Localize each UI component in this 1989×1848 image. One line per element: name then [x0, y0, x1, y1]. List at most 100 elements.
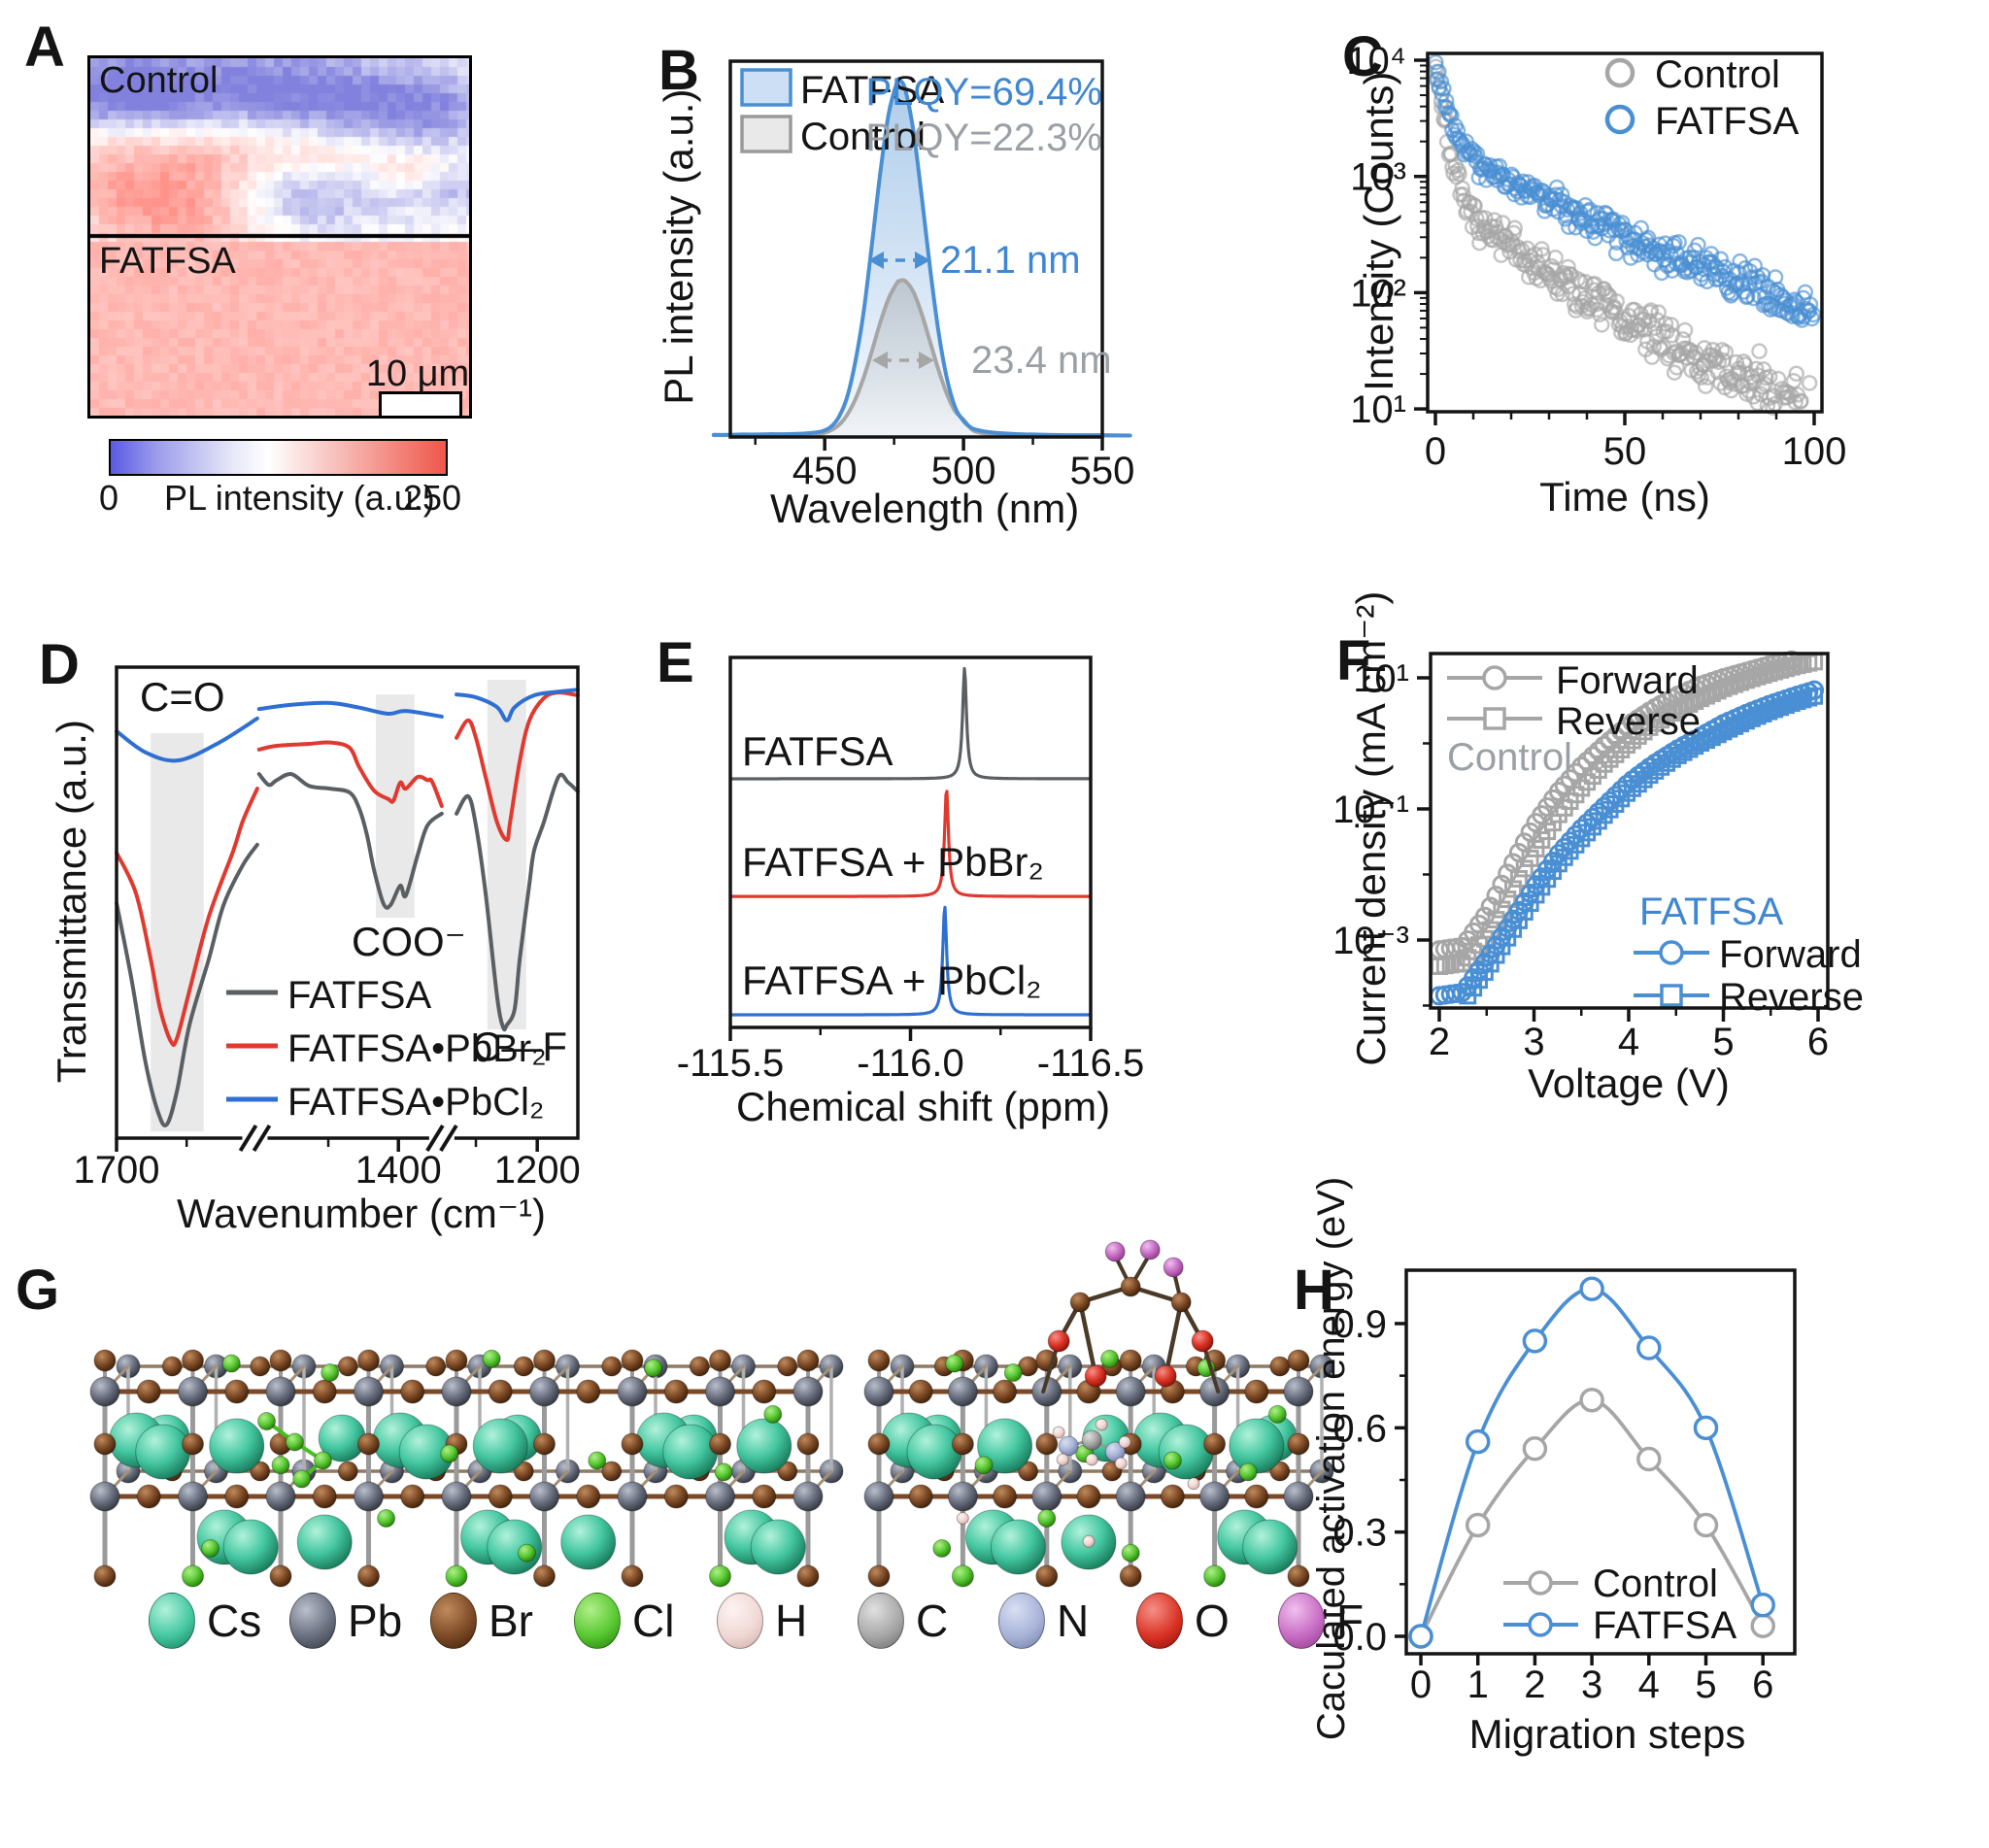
d-x-axis-title: Wavenumber (cm⁻¹) [177, 1191, 546, 1236]
b-plqy-fatfsa: PLQY=69.4% [865, 71, 1103, 114]
e-trace-label-pbcl2: FATFSA + PbCl₂ [742, 958, 1042, 1003]
tick-label: 1200 [494, 1149, 581, 1192]
atom-swatch-h [717, 1593, 763, 1649]
f-legend-marker-ff [1659, 940, 1684, 965]
atom-swatch-f [1278, 1593, 1325, 1649]
b-legend-swatch-control [740, 115, 792, 153]
plot-frame [1429, 652, 1830, 1010]
tick-label: 10⁻¹ [1332, 789, 1409, 831]
c-y-axis-title: Intensity (Counts) [1355, 71, 1401, 391]
atom-swatch-n [998, 1593, 1045, 1649]
map-region-label-fatfsa: FATFSA [99, 241, 236, 282]
atom-swatch-cs [149, 1593, 195, 1649]
atom-label-n: N [1057, 1596, 1090, 1646]
f-legend-marker-cf [1482, 665, 1507, 690]
atom-label-h: H [775, 1596, 808, 1646]
f-legend-fatfsa-forward: Forward [1719, 933, 1862, 976]
c-legend-marker-control [1604, 57, 1635, 88]
atom-label-o: O [1195, 1596, 1230, 1646]
c-legend-marker-fatfsa [1604, 104, 1635, 135]
h-legend-marker-fatfsa [1528, 1612, 1553, 1637]
b-y-axis-title: PL intensity (a.u.) [655, 88, 701, 405]
tick-label: 450 [792, 450, 858, 492]
tick-label: 0.0 [1332, 1616, 1387, 1659]
scale-bar [379, 391, 462, 419]
panel-letter-d: D [39, 633, 80, 696]
tick-label: 10² [1350, 272, 1406, 315]
tick-label: 5 [1712, 1021, 1734, 1063]
tick-label: 10⁴ [1346, 40, 1406, 83]
tick-label: 4 [1618, 1021, 1639, 1063]
e-x-axis-title: Chemical shift (ppm) [736, 1084, 1111, 1129]
tick-label: 50 [1603, 430, 1647, 473]
plot-frame [728, 59, 1104, 439]
tick-label: 3 [1581, 1663, 1602, 1706]
atom-label-c: C [916, 1596, 949, 1646]
d-annotation-coo: COO⁻ [352, 919, 466, 964]
atom-label-br: Br [489, 1596, 533, 1646]
plot-frame [115, 665, 580, 1140]
panel-letter-b: B [658, 39, 699, 102]
d-legend-pbcl2: FATFSA•PbCl₂ [287, 1081, 545, 1124]
f-legend-control-group: Control [1447, 736, 1572, 779]
map-region-label-control: Control [99, 60, 219, 101]
pl-intensity-map [87, 55, 472, 419]
h-y-axis-title: Caculated activation energy (eV) [1310, 1176, 1353, 1741]
b-legend-control: Control [800, 116, 926, 158]
atom-swatch-o [1136, 1593, 1183, 1649]
colorbar-gradient [109, 439, 448, 476]
colorbar-max: 250 [402, 478, 462, 518]
colorbar-min: 0 [98, 478, 119, 518]
f-legend-marker-fr [1660, 984, 1683, 1007]
panel-letter-f: F [1336, 629, 1371, 692]
d-y-axis-title: Transmittance (a.u.) [48, 720, 94, 1084]
colorbar-title: PL intensity (a.u.) [164, 478, 435, 518]
d-legend-fatfsa: FATFSA [287, 974, 432, 1017]
scale-bar-label: 10 μm [365, 353, 470, 394]
panel-letter-g: G [16, 1259, 60, 1322]
c-legend-control: Control [1655, 53, 1780, 96]
b-x-axis-title: Wavelength (nm) [770, 486, 1080, 531]
plot-frame [1426, 51, 1824, 414]
tick-label: 1 [1467, 1663, 1489, 1706]
tick-label: 10¹ [1350, 388, 1406, 431]
c-x-axis-title: Time (ns) [1539, 474, 1710, 520]
tick-label: 1400 [355, 1149, 442, 1192]
e-trace-label-fatfsa: FATFSA [742, 728, 893, 774]
f-legend-marker-cr [1483, 707, 1506, 730]
tick-label: 0.3 [1332, 1512, 1387, 1555]
tick-label: 2 [1524, 1663, 1545, 1706]
tick-label: 4 [1638, 1663, 1660, 1706]
atom-swatch-br [430, 1593, 477, 1649]
d-annotation-cf: C—F [472, 1024, 567, 1069]
h-x-axis-title: Migration steps [1468, 1711, 1746, 1757]
tick-label: 6 [1807, 1021, 1829, 1063]
tick-label: 0.9 [1332, 1303, 1387, 1346]
d-annotation-co: C=O [140, 674, 225, 720]
tick-label: 10¹ [1353, 657, 1409, 700]
b-legend-fatfsa: FATFSA [800, 69, 945, 112]
tick-label: 550 [1070, 450, 1135, 492]
atom-label-cl: Cl [632, 1596, 675, 1646]
e-trace-label-pbbr2: FATFSA + PbBr₂ [742, 839, 1044, 885]
f-legend-fatfsa-reverse: Reverse [1719, 976, 1864, 1019]
d-legend-pbbr2: FATFSA•PbBr₂ [287, 1027, 547, 1070]
plot-frame [1404, 1268, 1797, 1656]
tick-label: -116.5 [1037, 1042, 1144, 1085]
panel-letter-c: C [1342, 25, 1383, 88]
atom-label-cs: Cs [207, 1596, 262, 1646]
plot-frame [728, 655, 1093, 1029]
f-legend-control-forward: Forward [1556, 659, 1699, 702]
tick-label: 0 [1425, 430, 1446, 473]
f-legend-control-reverse: Reverse [1556, 700, 1701, 743]
tick-label: 2 [1429, 1021, 1450, 1063]
tick-label: 10³ [1350, 156, 1406, 199]
tick-label: 3 [1523, 1021, 1544, 1063]
tick-label: 0.6 [1332, 1407, 1387, 1450]
tick-label: 100 [1782, 430, 1847, 473]
b-fwhm-control: 23.4 nm [971, 339, 1112, 382]
tick-label: 0 [1410, 1663, 1432, 1706]
tick-label: 5 [1695, 1663, 1716, 1706]
